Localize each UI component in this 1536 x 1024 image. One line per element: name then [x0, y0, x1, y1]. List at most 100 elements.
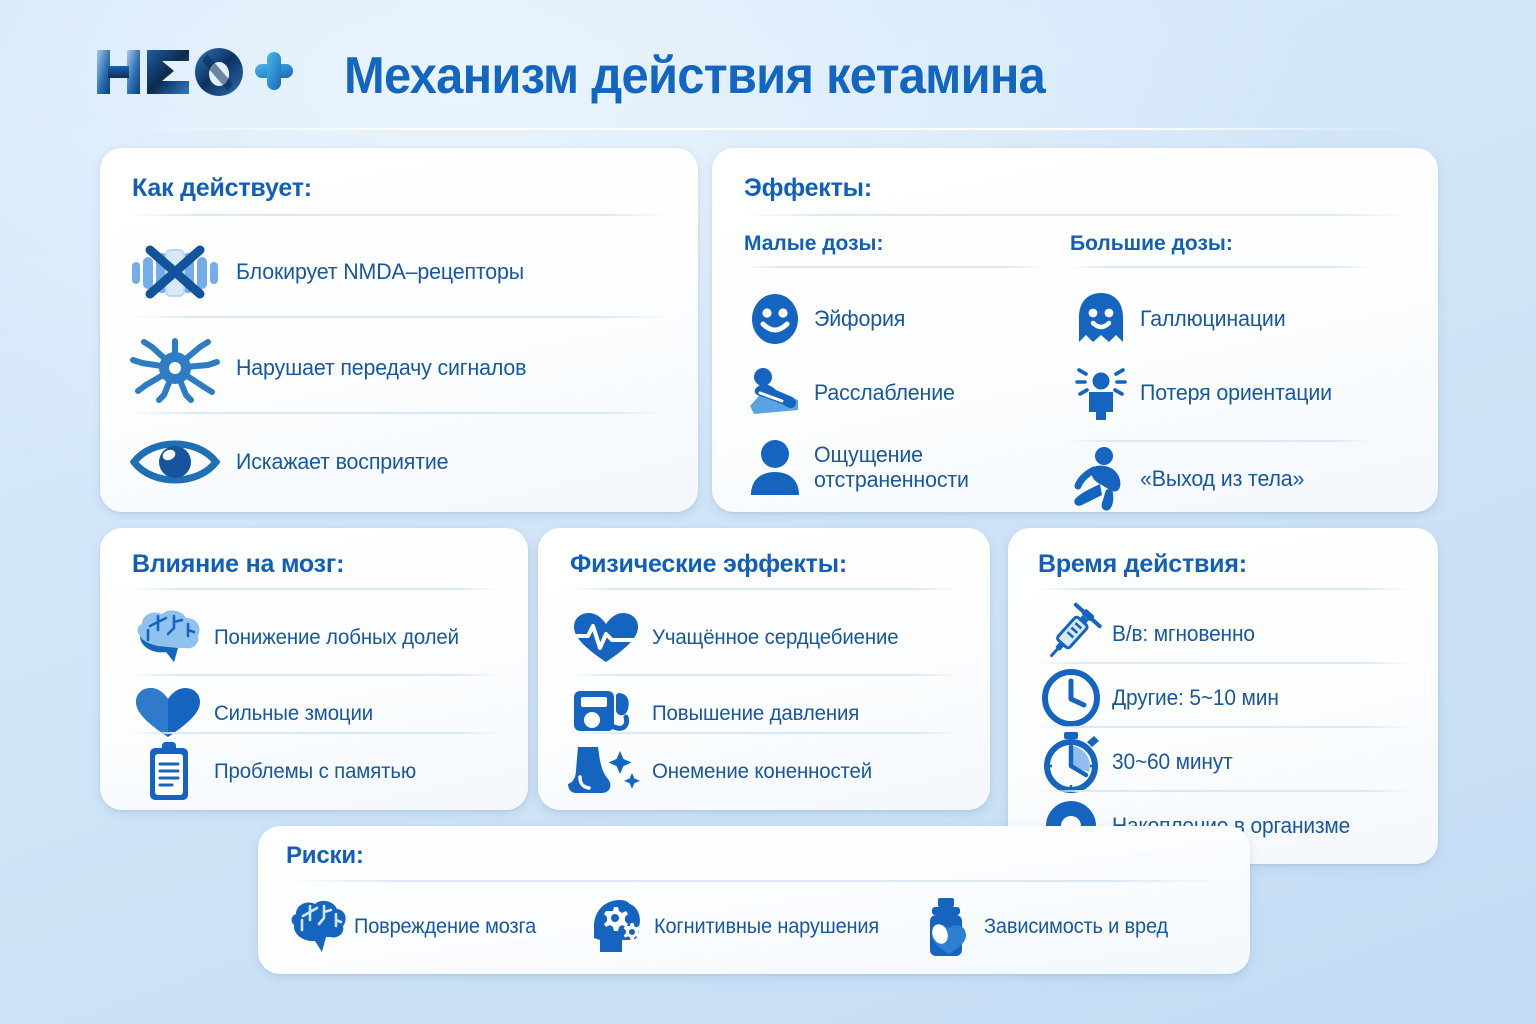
list-item[interactable]: Галлюцинации — [1070, 282, 1390, 356]
neuron-icon — [128, 336, 222, 403]
card-title-brain: Влияние на мозг: — [132, 550, 345, 578]
card-brain-impact: Влияние на мозг: Понижение лобных долей — [100, 528, 528, 810]
list-item-label: Зависимость и вред — [984, 915, 1168, 939]
list-item-label: Потеря ориентации — [1140, 380, 1332, 406]
logo-letter-e — [147, 50, 189, 94]
list-item-label: Блокирует NMDA–рецепторы — [236, 259, 525, 285]
list-item-label: Эйфория — [814, 306, 906, 332]
clock-icon — [1034, 668, 1108, 728]
person-bust-icon — [744, 436, 806, 498]
list-item-label: «Выход из тела» — [1140, 466, 1305, 492]
logo-letter-o — [194, 48, 243, 96]
list-item[interactable]: Сильные змоции — [126, 676, 502, 750]
card-onset-duration: Время действия: В/в: мгновенно — [1008, 528, 1438, 864]
divider — [1070, 440, 1370, 442]
list-item-label: Повышение давления — [652, 700, 860, 725]
list-item[interactable]: Когнитивные нарушения — [584, 896, 914, 958]
divider — [130, 674, 500, 676]
list-item[interactable]: В/в: мгновенно — [1034, 600, 1418, 668]
page-header: Механизм действия кетамина — [0, 0, 1536, 132]
header-divider — [120, 128, 1420, 130]
list-item[interactable]: Нарушает передачу сигналов — [128, 326, 674, 410]
list-item-label: Повреждение мозга — [354, 915, 537, 939]
reclining-person-icon — [744, 362, 806, 424]
list-item-label: Искажает восприятие — [236, 449, 449, 475]
list-item[interactable]: Зависимость и вред — [914, 896, 1214, 958]
list-item-label: Понижение лобных долей — [214, 624, 459, 649]
divider — [1036, 790, 1410, 792]
list-item-label: Онемение коненностей — [652, 758, 872, 783]
blocked-receptor-icon — [128, 240, 222, 304]
subheading-low-doses: Малые дозы: — [744, 232, 884, 255]
page-title: Механизм действия кетамина — [344, 47, 1046, 105]
divider — [568, 732, 960, 734]
list-item[interactable]: Расслабление — [744, 356, 1064, 430]
list-item[interactable]: Эйфория — [744, 282, 1064, 356]
list-item[interactable]: 30~60 минут — [1034, 728, 1418, 796]
divider — [130, 588, 500, 590]
heart-icon — [126, 682, 210, 744]
risks-row: Повреждение мозга Когнитивные нарушения — [284, 888, 1228, 966]
divider — [742, 214, 1408, 216]
list-item-label: Расслабление — [814, 380, 955, 406]
ghost-icon — [1070, 288, 1132, 350]
divider — [1070, 266, 1370, 268]
list-item[interactable]: Повышение давления — [564, 676, 964, 750]
list-item-label-line1: Ощущение отстраненности — [814, 441, 969, 492]
blood-pressure-icon — [564, 682, 648, 744]
list-item-label: Другие: 5~10 мин — [1112, 684, 1279, 710]
card-effects: Эффекты: Малые дозы: Эйфория — [712, 148, 1438, 512]
numb-foot-icon — [564, 740, 648, 802]
list-item-label: Учащённое сердцебиение — [652, 624, 899, 649]
list-item-label: Ощущение отстраненности — [814, 442, 969, 492]
card-title-effects: Эффекты: — [744, 174, 872, 202]
list-item[interactable]: Ощущение отстраненности — [744, 430, 1064, 504]
divider — [1036, 662, 1410, 664]
dizzy-person-icon — [1070, 362, 1132, 424]
list-item-label: Нарушает передачу сигналов — [236, 355, 527, 381]
floating-person-icon — [1070, 447, 1132, 511]
clipboard-icon — [126, 740, 210, 802]
divider — [130, 412, 668, 414]
subheading-high-doses: Большие дозы: — [1070, 232, 1233, 255]
list-item-label: Галлюцинации — [1140, 306, 1286, 332]
list-item[interactable]: «Выход из тела» — [1070, 442, 1390, 516]
logo-plus-icon — [255, 52, 293, 90]
card-risks: Риски: Повреждение мозга — [258, 826, 1250, 974]
brand-logo — [95, 44, 295, 100]
card-how-it-works: Как действует: Блокирует NMDA–рецепторы — [100, 148, 698, 512]
card-physical-effects: Физические эффекты: Учащённое сердцебиен… — [538, 528, 990, 810]
divider — [1036, 726, 1410, 728]
brain-damage-icon — [284, 896, 350, 958]
card-title-how: Как действует: — [132, 174, 312, 202]
list-item-label: 30~60 минут — [1112, 748, 1233, 774]
logo-letter-n — [97, 50, 140, 94]
list-item[interactable]: Другие: 5~10 мин — [1034, 664, 1418, 732]
heart-pulse-icon — [564, 606, 648, 668]
list-item[interactable]: Потеря ориентации — [1070, 356, 1390, 430]
list-item-label: Сильные змоции — [214, 700, 374, 725]
list-item-label: Проблемы с памятью — [214, 758, 417, 783]
divider — [130, 732, 500, 734]
list-item[interactable]: Искажает восприятие — [128, 420, 674, 504]
divider — [568, 588, 960, 590]
divider — [130, 214, 668, 216]
list-item[interactable]: Учащённое сердцебиение — [564, 600, 964, 674]
divider — [130, 316, 668, 318]
list-item[interactable]: Проблемы с памятью — [126, 734, 502, 808]
list-item-label: Когнитивные нарушения — [654, 915, 880, 939]
list-item[interactable]: Онемение коненностей — [564, 734, 964, 808]
eye-icon — [128, 430, 222, 494]
divider — [568, 674, 960, 676]
card-title-physical: Физические эффекты: — [570, 550, 847, 578]
head-gears-icon — [584, 896, 650, 958]
card-title-time: Время действия: — [1038, 550, 1247, 578]
list-item[interactable]: Блокирует NMDA–рецепторы — [128, 230, 674, 314]
list-item[interactable]: Понижение лобных долей — [126, 600, 502, 674]
stopwatch-icon — [1034, 732, 1108, 793]
smiley-icon — [744, 288, 806, 350]
list-item[interactable]: Повреждение мозга — [284, 896, 584, 958]
divider — [744, 266, 1044, 268]
card-title-risks: Риски: — [286, 842, 364, 869]
syringe-icon — [1034, 602, 1108, 664]
